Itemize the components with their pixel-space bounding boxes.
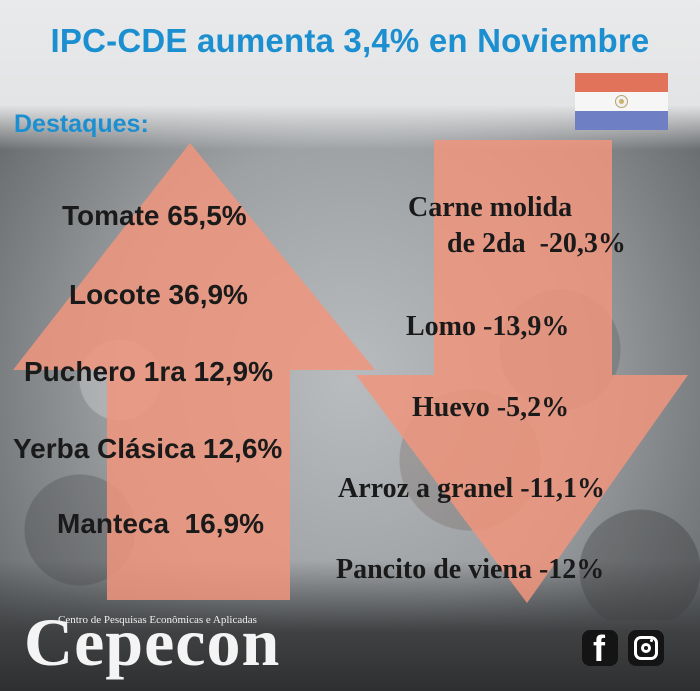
facebook-icon[interactable]: f: [582, 630, 618, 667]
page-title: IPC-CDE aumenta 3,4% en Noviembre: [50, 22, 650, 59]
highlights-label: Destaques:: [14, 110, 149, 138]
decrease-item-pancito: Pancito de viena -12%: [336, 554, 605, 585]
brand-tagline: Centro de Pesquisas Econômicas e Aplicad…: [58, 614, 257, 626]
up-arrow-icon: [13, 143, 375, 600]
decrease-item-lomo: Lomo -13,9%: [406, 311, 570, 342]
increase-item-puchero: Puchero 1ra 12,9%: [24, 356, 274, 387]
brand-logo: Cepecon: [24, 604, 281, 680]
increase-item-tomate: Tomate 65,5%: [62, 200, 247, 231]
instagram-icon[interactable]: [628, 630, 664, 666]
increase-item-manteca: Manteca 16,9%: [57, 508, 264, 539]
increase-item-locote: Locote 36,9%: [69, 279, 248, 310]
decrease-item-huevo: Huevo -5,2%: [412, 392, 570, 423]
paraguay-flag-icon: [575, 73, 668, 130]
down-arrow-icon: [356, 140, 688, 603]
decrease-item-carne-line2: de 2da -20,3%: [447, 228, 626, 259]
decrease-item-carne-line1: Carne molida: [408, 192, 573, 223]
increase-item-yerba: Yerba Clásica 12,6%: [13, 433, 283, 464]
decrease-item-arroz: Arroz a granel -11,1%: [338, 473, 605, 504]
